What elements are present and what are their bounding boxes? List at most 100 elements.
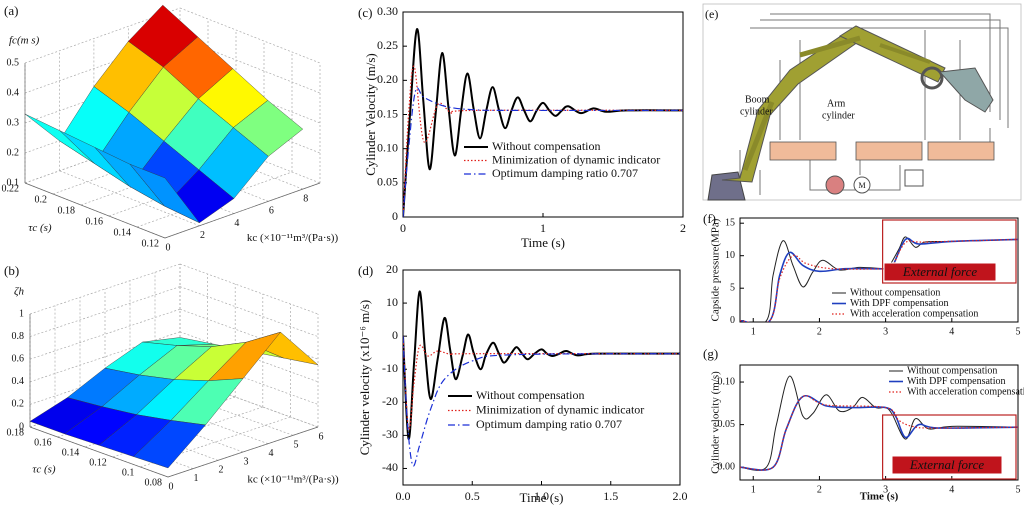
excavator-diagram: (e) Boom cylinder Arm cylinder M: [702, 3, 1022, 201]
annotation-frame: [882, 219, 1017, 284]
y-tick-label: 0.30: [377, 4, 398, 18]
panel-label: (d): [358, 263, 373, 278]
annotation-frame: [882, 414, 1017, 480]
line-chart: (g) 1 2 3 4 5 0.00 0.05 0.10 Time (s) Cylinder vel…: [703, 346, 1024, 503]
legend-label: Without compensation: [476, 388, 585, 402]
legend-label: Optimum damping ratio 0.707: [492, 166, 638, 180]
y-tick-label: 5: [730, 282, 735, 293]
x-tick-label: 4: [949, 484, 954, 495]
series-line: [403, 87, 683, 217]
arm: [838, 25, 946, 83]
series-line: [740, 395, 1018, 471]
bucket-cylinder: [879, 43, 931, 64]
x-axis-label: kc (×10⁻¹¹m³/(Pa·s)): [247, 474, 339, 486]
x-tick-label: 2: [219, 465, 224, 476]
y-tick-label: 0.1: [122, 467, 135, 478]
y-tick-label: 0.00: [718, 462, 736, 473]
y-axis-label: τc (s): [32, 464, 56, 476]
arm-label: cylinder: [822, 110, 855, 121]
series-line: [403, 290, 680, 440]
x-tick-label: 3: [244, 456, 249, 467]
relief-valve: [904, 169, 924, 187]
z-tick-label: 0.4: [7, 87, 20, 98]
x-tick-label: 4: [949, 326, 954, 337]
y-tick-label: 0.12: [89, 457, 107, 468]
panel-label: (g): [703, 346, 718, 361]
panel-label: (e): [705, 7, 718, 21]
legend-label: Without compensation: [850, 287, 940, 298]
annotation-box: [891, 455, 1003, 475]
valve: [927, 141, 995, 161]
y-tick-label: 0.2: [35, 194, 48, 205]
x-tick-label: 0: [166, 242, 171, 253]
plot-frame: [739, 364, 1019, 481]
x-tick-label: 2: [200, 230, 205, 241]
series-line: [740, 375, 1018, 471]
series-line: [740, 238, 1018, 322]
y-tick-label: 0.20: [377, 72, 398, 86]
x-tick-label: 8: [303, 193, 308, 204]
legend-label: Without compensation: [907, 365, 997, 376]
y-tick-label: 0: [730, 315, 735, 326]
plot-frame: [739, 217, 1019, 323]
y-tick-label: 0.22: [2, 183, 20, 194]
x-tick-label: 1: [751, 326, 756, 337]
annotation: External force: [909, 457, 984, 472]
boom-cylinder: [742, 101, 775, 171]
y-tick-label: -20: [382, 394, 398, 408]
x-tick-label: 1: [751, 484, 756, 495]
grid-line: [136, 171, 293, 228]
x-tick-label: 6: [319, 431, 324, 442]
x-tick-label: 5: [1016, 484, 1021, 495]
line-chart: (c) 0 1 2 0 0.05 0.10 0.15 0.20 0.25 0.30 Time (s) C…: [358, 4, 686, 250]
panel-label: (c): [358, 5, 372, 20]
z-tick-label: 0.1: [7, 177, 20, 188]
z-tick-label: 0.5: [7, 57, 20, 68]
y-tick-label: 0.15: [377, 106, 398, 120]
panel-label: (a): [4, 3, 18, 18]
x-tick-label: 4: [234, 218, 239, 229]
z-tick-label: 0.3: [7, 117, 20, 128]
z-tick-label: 0.4: [12, 376, 25, 387]
y-tick-label: 15: [725, 217, 735, 228]
grid-line: [179, 7, 321, 64]
valve: [855, 141, 923, 161]
surface-chart: (a) 0.1 0.2 0.3 0.4 0.5 0 2 4 6 8 0.12 0.14 0.16 0.18 0…: [2, 3, 339, 253]
y-axis-label: Capside pressure(MPa): [710, 218, 722, 321]
y-tick-label: -10: [382, 361, 398, 375]
bucket-link: [920, 66, 944, 90]
y-axis-label: Cylinder velocity (m/s): [710, 371, 722, 474]
x-axis-label: kc (×10⁻¹¹m³/(Pa·s)): [247, 232, 339, 244]
y-tick-label: 0: [392, 328, 398, 342]
annotation: External force: [902, 264, 977, 279]
line-chart: (d) 0.0 0.5 1.0 1.5 2.0 -40 -30 -20 -10 0 10 20 Time …: [357, 262, 688, 505]
y-tick-label: 0.10: [718, 376, 736, 387]
y-tick-label: -40: [382, 460, 398, 474]
legend-label: Without compensation: [492, 139, 601, 153]
x-tick-label: 0: [169, 481, 174, 492]
y-tick-label: 0.10: [377, 140, 398, 154]
motor: [853, 176, 871, 194]
boom-label: Boom: [745, 94, 770, 105]
y-tick-label: 20: [386, 262, 398, 276]
x-tick-label: 1: [540, 221, 546, 235]
panel-label: (f): [703, 211, 716, 226]
pump: [825, 175, 845, 195]
x-tick-label: 0.5: [465, 489, 480, 503]
x-tick-label: 2: [817, 484, 822, 495]
x-tick-label: 1.0: [534, 489, 549, 503]
y-axis-label: τc (s): [28, 222, 52, 234]
x-axis-label: Time (s): [520, 490, 564, 505]
x-tick-label: 0.0: [396, 489, 411, 503]
x-tick-label: 3: [883, 326, 888, 337]
y-tick-label: 0.08: [145, 477, 163, 488]
legend-label: With acceleration compensation: [850, 308, 978, 319]
motor-label: M: [858, 181, 865, 190]
y-tick-label: 0.05: [377, 175, 398, 189]
z-tick-label: 1: [19, 308, 24, 319]
valve: [769, 141, 837, 161]
z-tick-label: 0.2: [12, 399, 25, 410]
legend-label: Optimum damping ratio 0.707: [476, 417, 622, 431]
axis-line: [164, 182, 321, 239]
